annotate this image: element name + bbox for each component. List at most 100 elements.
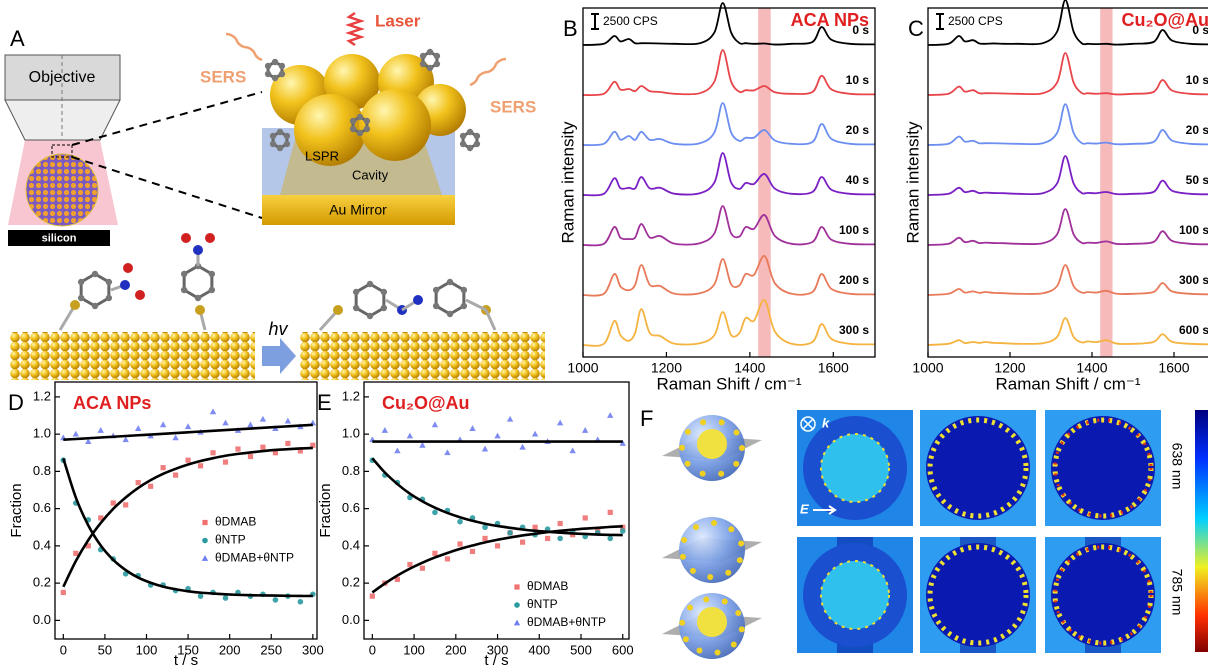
atom — [460, 133, 466, 139]
gold-dot — [738, 540, 744, 546]
atom — [106, 279, 112, 285]
point — [533, 525, 538, 530]
gold-dot — [731, 642, 737, 648]
atom — [92, 271, 98, 277]
y-tick-label: 0.4 — [33, 537, 51, 552]
y-tick-label: 0.6 — [33, 500, 51, 515]
y-tick-label: 0.8 — [33, 463, 51, 478]
spectrum — [583, 206, 875, 245]
benzene-ring — [184, 266, 212, 298]
point — [223, 459, 228, 464]
point — [607, 536, 613, 542]
atom — [433, 287, 439, 293]
chart-title: Cu₂O@Au — [382, 393, 470, 413]
point — [583, 515, 588, 520]
x-axis-label: Raman Shift / cm⁻¹ — [656, 374, 801, 393]
spectrum — [583, 50, 875, 95]
atom — [92, 303, 98, 309]
atom — [284, 133, 290, 139]
gold-dot — [707, 574, 713, 580]
atom — [474, 141, 480, 147]
sers-wave — [470, 59, 506, 85]
x-tick-label: 600 — [612, 642, 634, 657]
gold-surface — [300, 332, 545, 380]
atom — [135, 290, 145, 300]
trace-label: 20 s — [1186, 123, 1208, 137]
point — [285, 441, 290, 446]
reaction-arrow — [262, 338, 296, 374]
atom — [195, 305, 205, 315]
legend-label: θDMAB — [527, 579, 568, 593]
x-tick-label: 1600 — [1158, 360, 1189, 376]
y-axis-label: Fraction — [317, 483, 334, 537]
atom — [420, 61, 426, 67]
y-tick-label: 0.6 — [342, 500, 360, 515]
point — [557, 536, 563, 542]
x-tick-label: 1400 — [1076, 360, 1107, 376]
x-tick-label: 200 — [445, 642, 467, 657]
gold-dot — [690, 568, 696, 574]
y-tick-label: 1.2 — [33, 388, 51, 403]
trace-label: 50 s — [1186, 173, 1208, 187]
x-tick-label: 400 — [528, 642, 550, 657]
gold-dot — [733, 461, 739, 467]
point — [111, 500, 116, 505]
legend-label: θNTP — [527, 597, 558, 611]
atom — [333, 305, 343, 315]
point — [223, 595, 229, 601]
x-tick-label: 300 — [302, 642, 324, 657]
point — [210, 408, 216, 414]
point — [148, 484, 153, 489]
gold-dot — [697, 648, 703, 654]
point — [135, 425, 141, 431]
atom — [381, 305, 387, 311]
y-tick-label: 0.8 — [342, 463, 360, 478]
x-tick-label: 1600 — [818, 360, 849, 376]
atom — [434, 53, 440, 59]
point — [470, 549, 475, 554]
point — [247, 421, 253, 427]
atom — [427, 65, 433, 71]
point — [136, 480, 141, 485]
atom — [284, 141, 290, 147]
y-tick-label: 0.0 — [342, 612, 360, 627]
x-tick-label: 1400 — [734, 360, 765, 376]
gold-dot — [711, 520, 717, 526]
atom — [461, 303, 467, 309]
point — [620, 528, 626, 534]
point — [482, 536, 487, 541]
chart-title: ACA NPs — [73, 393, 151, 413]
gold-dot — [735, 610, 741, 616]
x-tick-label: 0 — [369, 642, 376, 657]
x-tick-label: 1200 — [651, 360, 682, 376]
wavevector-label: k — [822, 415, 830, 430]
y-tick-label: 1.0 — [342, 426, 360, 441]
scale-bar — [591, 14, 599, 29]
legend-label: θDMAB+θNTP — [527, 615, 606, 629]
point — [260, 445, 265, 450]
atom — [427, 49, 433, 55]
panel-letter: D — [8, 390, 24, 415]
trace-label: 200 s — [839, 273, 869, 287]
y-tick-label: 1.0 — [33, 426, 51, 441]
panel-a: A Objective silicon Au Mirror LSPR Cavit… — [5, 11, 545, 380]
point — [394, 448, 400, 454]
point — [558, 521, 563, 526]
atom — [367, 281, 373, 287]
point — [370, 594, 375, 599]
objective-label: Objective — [29, 69, 96, 86]
point — [123, 502, 128, 507]
legend-label: θNTP — [215, 533, 246, 547]
atom — [413, 295, 423, 305]
substrate-label: silicon — [42, 232, 77, 244]
scale-bar-label: 2500 CPS — [603, 14, 658, 28]
colorbar — [1195, 410, 1208, 652]
y-tick-label: 0.0 — [33, 612, 51, 627]
atom — [279, 71, 285, 77]
atom — [467, 129, 473, 135]
wavelength-label: 785 nm — [1169, 569, 1185, 616]
x-tick-label: 100 — [136, 642, 158, 657]
gold-dot — [734, 429, 740, 435]
point — [222, 420, 228, 426]
field-maps — [662, 410, 1161, 659]
